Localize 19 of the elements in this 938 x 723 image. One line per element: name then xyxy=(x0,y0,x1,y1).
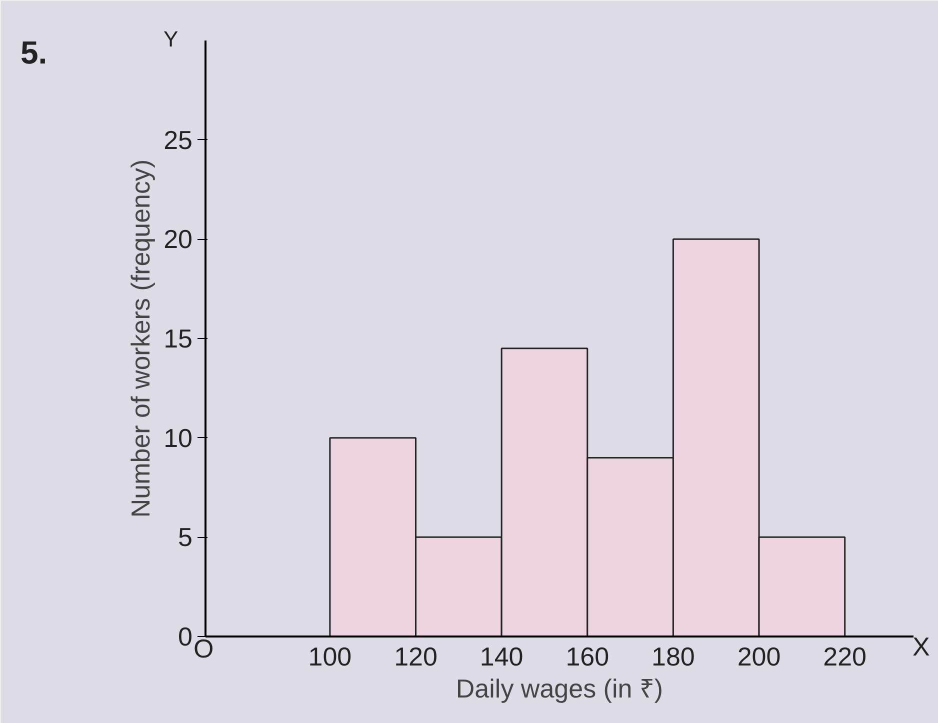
y-tick-label: 20 xyxy=(164,224,192,254)
text: Y xyxy=(164,26,178,52)
x-axis-title: Daily wages (in ₹) xyxy=(456,674,664,704)
y-tick-label: 0 xyxy=(178,622,193,652)
x-tick-label: 140 xyxy=(480,642,524,672)
y-tick-label: 10 xyxy=(164,422,192,453)
annotation: O xyxy=(194,634,214,664)
text: 5. xyxy=(20,34,48,70)
x-tick-label: 180 xyxy=(652,642,695,672)
x-tick-label: 220 xyxy=(823,642,867,672)
x-tick-label: 100 xyxy=(308,642,352,672)
x-tick-label: 200 xyxy=(737,642,781,672)
y-axis-title: Number of workers (frequency) xyxy=(126,159,156,518)
y-tick-label: 5 xyxy=(178,522,193,552)
x-tick-label: 120 xyxy=(394,642,438,672)
annotation: X xyxy=(912,632,930,662)
y-tick-label: 15 xyxy=(164,324,192,354)
x-tick-label: 160 xyxy=(566,642,610,672)
y-tick-label: 25 xyxy=(164,124,192,155)
